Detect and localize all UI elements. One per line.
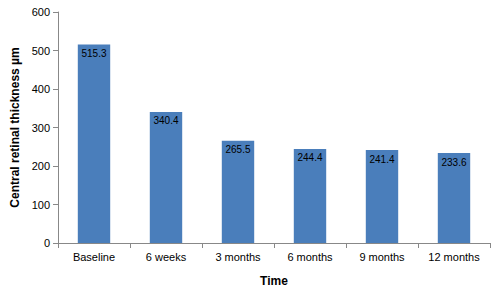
svg-text:300: 300 [32,122,50,134]
svg-text:400: 400 [32,83,50,95]
svg-text:12 months: 12 months [428,251,480,263]
svg-text:6 weeks: 6 weeks [146,251,187,263]
svg-text:244.4: 244.4 [297,152,322,163]
svg-text:6 months: 6 months [287,251,333,263]
svg-text:265.5: 265.5 [225,144,250,155]
svg-text:Baseline: Baseline [73,251,115,263]
svg-text:340.4: 340.4 [153,115,178,126]
svg-text:Time: Time [260,274,288,288]
svg-text:200: 200 [32,160,50,172]
svg-text:0: 0 [44,237,50,249]
svg-text:3 months: 3 months [215,251,261,263]
svg-text:Central retinal thickness µm: Central retinal thickness µm [8,47,22,207]
svg-text:515.3: 515.3 [81,48,106,59]
svg-text:600: 600 [32,6,50,18]
svg-text:500: 500 [32,45,50,57]
svg-text:9 months: 9 months [359,251,405,263]
svg-text:100: 100 [32,199,50,211]
svg-text:241.4: 241.4 [369,154,394,165]
svg-text:233.6: 233.6 [441,157,466,168]
